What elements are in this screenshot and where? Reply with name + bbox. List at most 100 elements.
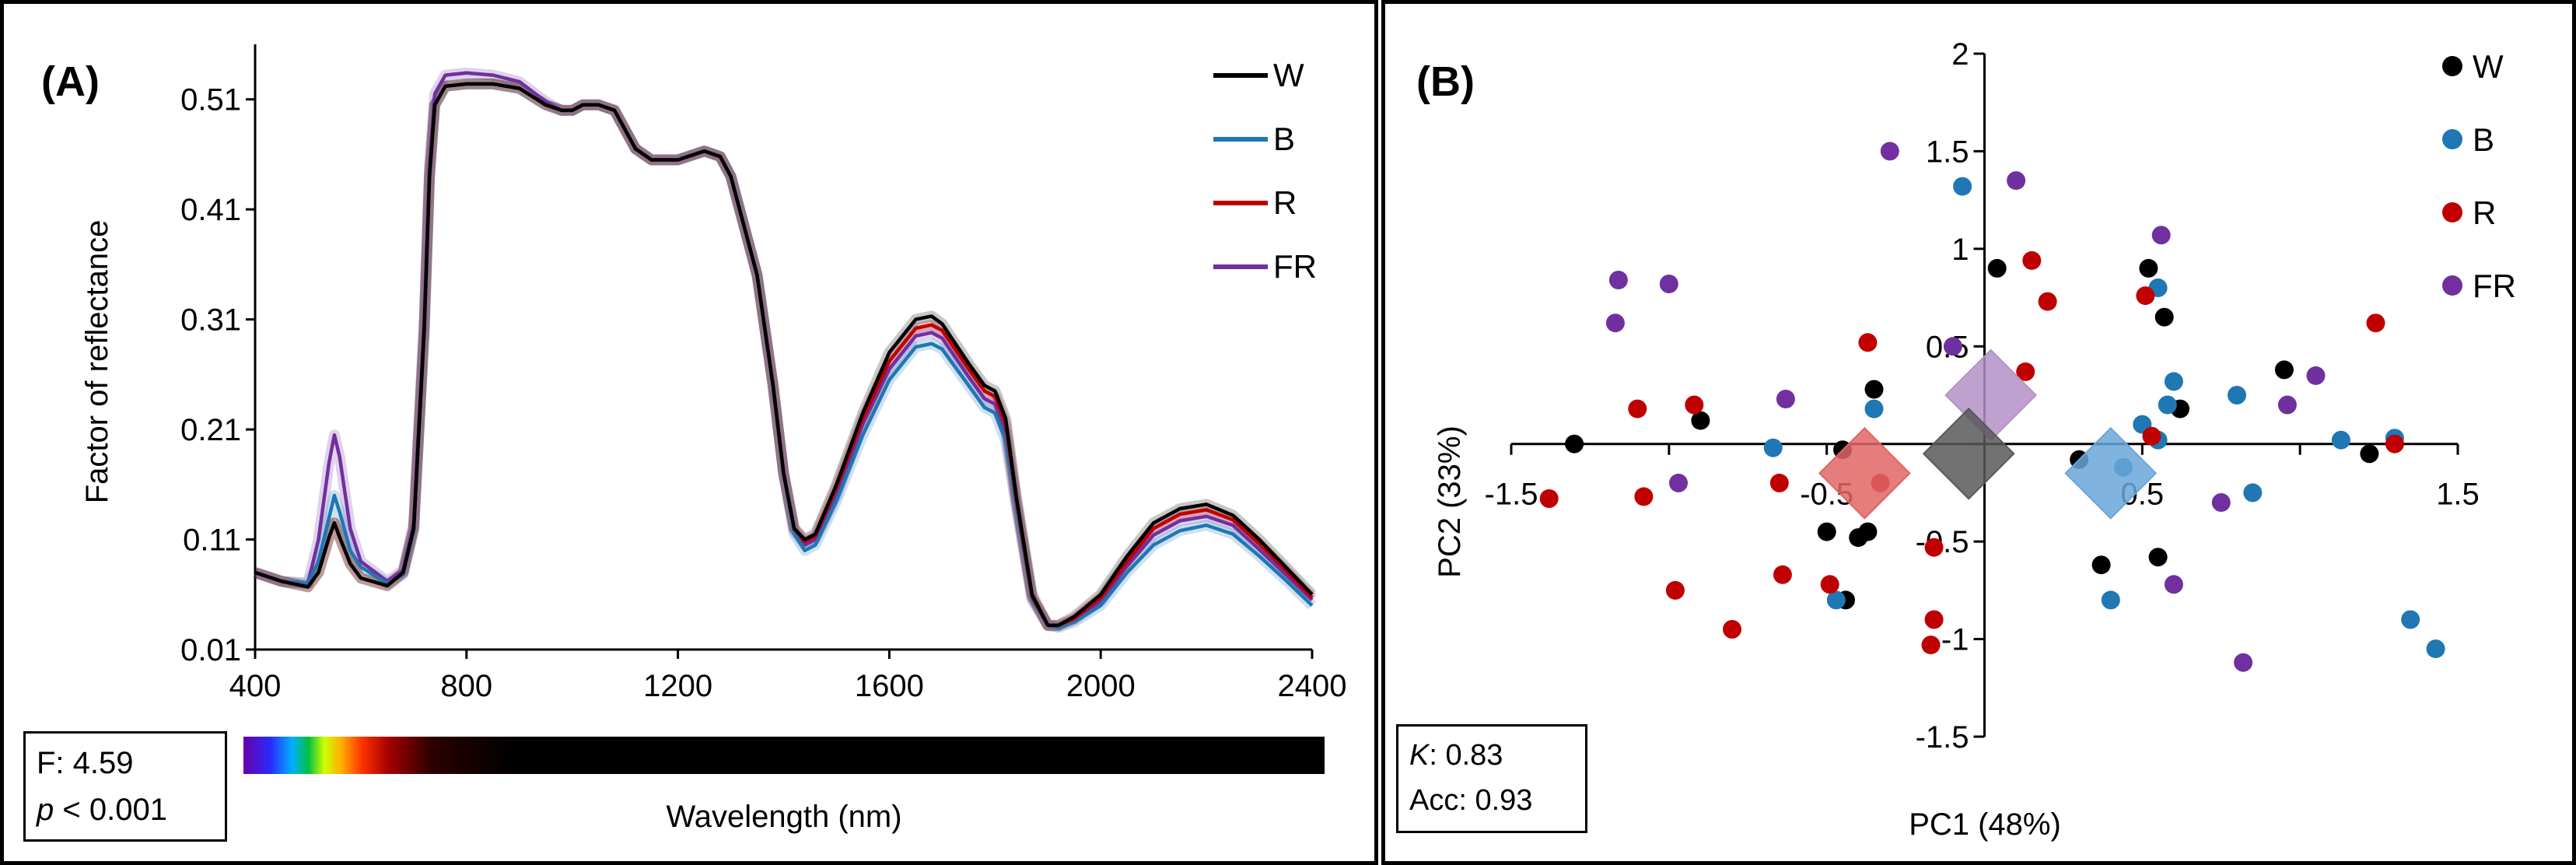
kappa-statistic: K: 0.83 — [1409, 733, 1574, 778]
point-r — [1858, 333, 1878, 352]
point-fr — [1776, 390, 1795, 408]
point-fr — [1659, 275, 1678, 293]
point-r — [1628, 399, 1647, 418]
point-w — [2091, 555, 2111, 575]
legend-marker-b — [2442, 129, 2462, 149]
x-axis-title: PC1 (48%) — [1909, 807, 2061, 842]
point-fr — [2234, 653, 2253, 672]
centroid-diamond-r — [1818, 426, 1911, 520]
spectral-series — [253, 67, 1317, 633]
point-r — [1773, 565, 1792, 584]
point-w — [1817, 522, 1836, 541]
pc2-tick-label: -0.5 — [1916, 525, 1969, 559]
point-r — [1539, 489, 1559, 508]
panel-label: (B) — [1416, 58, 1475, 105]
f-statistic: F: 4.59 — [37, 746, 134, 780]
group-centroids — [1818, 348, 2158, 520]
point-fr — [2306, 366, 2326, 385]
point-b — [1864, 399, 1884, 418]
y-tick-label: 0.21 — [180, 413, 241, 447]
point-r — [1769, 473, 1789, 492]
x-tick-label: 1600 — [855, 669, 924, 703]
point-w — [1987, 258, 2007, 278]
legend-label-b: B — [1273, 121, 1295, 157]
x-tick-label: 2400 — [1278, 669, 1347, 703]
point-fr — [2164, 575, 2183, 594]
axes: 0.01 0.11 0.21 0.31 0.41 0.51 400 800 1200 1600 20… — [180, 44, 1346, 703]
point-b — [2401, 610, 2420, 629]
point-r — [2022, 250, 2042, 270]
point-w — [1864, 380, 1884, 399]
reflectance-chart-svg: 0.01 0.11 0.21 0.31 0.41 0.51 400 800 1200 1600 20… — [41, 44, 1346, 834]
point-fr — [2007, 171, 2026, 191]
legend-label-r: R — [2473, 194, 2496, 231]
point-fr — [1608, 271, 1628, 289]
p-value: p < 0.001 — [37, 786, 214, 833]
y-tick-label: 0.51 — [180, 83, 241, 117]
point-fr — [2277, 395, 2297, 415]
point-r — [1924, 538, 1944, 557]
point-b — [2426, 639, 2445, 659]
point-w — [1858, 522, 1878, 541]
point-r — [2385, 434, 2404, 454]
legend-label-r: R — [1273, 184, 1297, 221]
point-fr — [1943, 337, 1962, 356]
point-b — [2164, 372, 2183, 391]
x-tick-label: 800 — [440, 669, 492, 703]
point-w — [1565, 434, 1584, 454]
p-value-text: < 0.001 — [54, 793, 167, 827]
point-r — [2038, 292, 2057, 311]
point-fr — [2211, 493, 2231, 512]
x-tick-label: 400 — [229, 669, 282, 703]
point-fr — [1880, 142, 1899, 161]
kappa-symbol: K — [1409, 739, 1430, 772]
pc1-tick-label: -1.5 — [1485, 478, 1538, 512]
legend-label-fr: FR — [1273, 248, 1317, 285]
point-b — [2228, 386, 2246, 404]
kappa-value: : 0.83 — [1429, 739, 1503, 772]
point-fr — [1669, 473, 1688, 492]
legend-marker-fr — [2442, 275, 2462, 296]
accuracy-value: Acc: 0.93 — [1409, 784, 1533, 817]
point-r — [2142, 426, 2161, 446]
centroid-diamond-w — [1922, 407, 2015, 500]
pc2-tick-label: -1 — [1941, 623, 1969, 657]
pc2-tick-label: 1.5 — [1926, 135, 1969, 169]
legend: WBR FR — [2442, 48, 2516, 304]
point-r — [1723, 620, 1741, 639]
point-b — [2243, 483, 2263, 503]
y-tick-label: 0.01 — [180, 633, 241, 667]
legend-label-fr: FR — [2473, 268, 2516, 304]
legend-label-w: W — [2473, 48, 2504, 85]
anova-stats-box: F: 4.59 p < 0.001 — [23, 731, 227, 842]
point-r — [1665, 580, 1685, 600]
point-r — [2136, 286, 2155, 306]
y-tick-label: 0.11 — [183, 524, 241, 558]
p-symbol: p — [37, 793, 54, 827]
legend-marker-r — [2442, 202, 2462, 222]
point-w — [2148, 548, 2168, 567]
pc2-tick-label: 2 — [1951, 37, 1969, 72]
legend-label-w: W — [1273, 57, 1304, 93]
point-w — [2139, 258, 2158, 278]
wavelength-color-bar — [243, 737, 1325, 774]
point-r — [1921, 636, 1941, 655]
panel-label: (A) — [41, 58, 100, 105]
series-line-w — [254, 82, 1314, 628]
point-w — [2274, 360, 2294, 380]
point-fr — [2151, 226, 2171, 245]
point-w — [2154, 307, 2174, 327]
panel-a-reflectance-chart: 0.01 0.11 0.21 0.31 0.41 0.51 400 800 1200 1600 20… — [0, 0, 1378, 865]
point-b — [2158, 395, 2177, 415]
centroid-diamond-b — [2064, 426, 2158, 520]
point-r — [2366, 313, 2385, 333]
pc2-tick-label: -1.5 — [1916, 720, 1969, 755]
point-r — [1634, 487, 1654, 506]
y-tick-label: 0.41 — [180, 193, 241, 227]
classification-stats-box: K: 0.83 Acc: 0.93 — [1396, 724, 1587, 833]
x-tick-label: 2000 — [1066, 669, 1136, 703]
point-b — [2331, 430, 2350, 450]
point-r — [2016, 362, 2035, 381]
